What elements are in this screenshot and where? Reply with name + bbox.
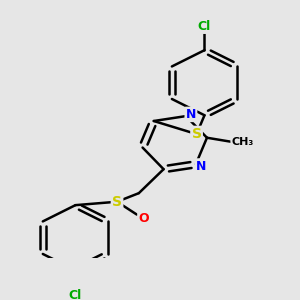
Text: CH₃: CH₃ — [232, 137, 254, 147]
Text: O: O — [139, 212, 149, 225]
Text: Cl: Cl — [198, 20, 211, 33]
Text: N: N — [186, 108, 196, 121]
Text: S: S — [192, 127, 202, 141]
Text: N: N — [196, 160, 206, 172]
Text: Cl: Cl — [69, 290, 82, 300]
Text: S: S — [112, 195, 122, 209]
